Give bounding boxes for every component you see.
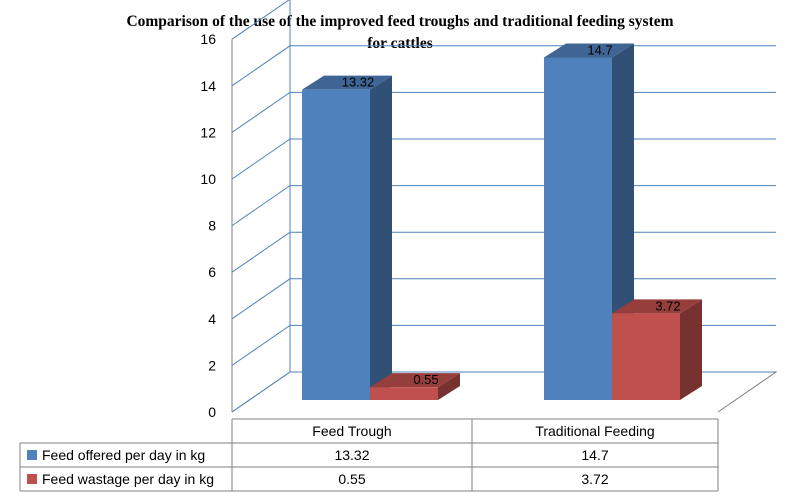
y-tick-label: 16: [200, 31, 216, 47]
y-axis-tick-labels: 0 2 4 6 8 10 12 14 16: [200, 31, 216, 420]
data-labels: 13.32 0.55 14.7 3.72: [342, 42, 681, 387]
bar-wastage-feed-trough: [370, 373, 460, 400]
y-tick-label: 2: [208, 357, 216, 373]
y-tick-label: 0: [208, 404, 216, 420]
table-category-header: Feed Trough: [312, 423, 391, 439]
data-label: 13.32: [342, 75, 375, 90]
bar-offered-feed-trough: [302, 75, 392, 401]
table-value: 3.72: [581, 471, 608, 487]
table-value: 13.32: [334, 447, 369, 463]
bar-wastage-traditional: [612, 299, 702, 400]
data-table: Feed Trough Traditional Feeding Feed offer…: [19, 418, 719, 492]
y-tick-label: 10: [200, 171, 216, 187]
gridline: [231, 0, 290, 40]
y-tick-label: 4: [208, 311, 216, 327]
y-tick-label: 8: [208, 218, 216, 234]
legend-swatch: [27, 474, 37, 484]
y-tick-label: 6: [208, 264, 216, 280]
table-value: 0.55: [338, 471, 365, 487]
gridline: [231, 45, 776, 87]
data-label: 0.55: [413, 372, 438, 387]
data-label: 14.7: [587, 42, 612, 57]
table-category-header: Traditional Feeding: [535, 423, 654, 439]
table-value: 14.7: [581, 447, 608, 463]
bar-offered-traditional: [544, 43, 634, 401]
legend-series-name: Feed wastage per day in kg: [42, 471, 214, 487]
y-tick-label: 12: [200, 124, 216, 140]
bars: [302, 43, 702, 401]
chart-title-line-1: Comparison of the use of the improved fe…: [126, 13, 673, 30]
legend-swatch: [27, 450, 37, 460]
y-tick-label: 14: [200, 78, 216, 94]
chart-title-line-2: for cattles: [367, 35, 433, 52]
legend-series-name: Feed offered per day in kg: [42, 447, 205, 463]
data-label: 3.72: [655, 298, 680, 313]
